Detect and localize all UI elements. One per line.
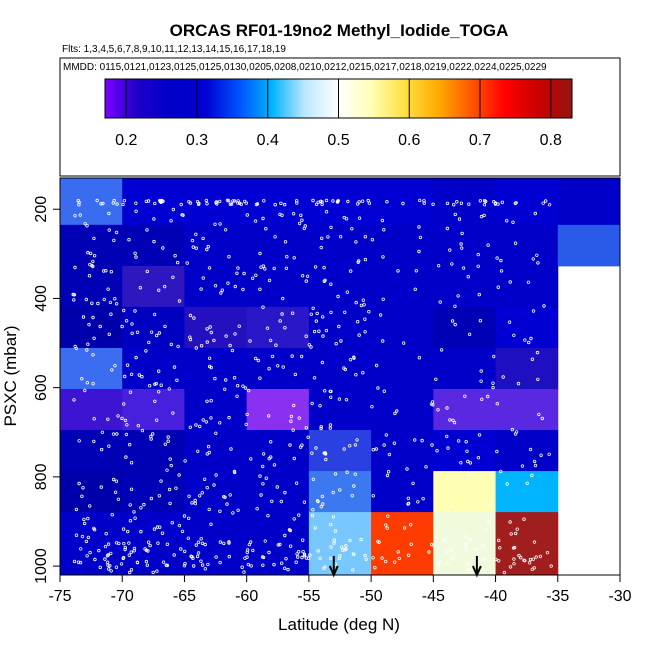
x-tick-label: -55 (297, 588, 320, 605)
heatmap-cell (371, 265, 434, 308)
heatmap-cell (60, 224, 123, 267)
y-axis-label: PSXC (mbar) (1, 325, 20, 426)
heatmap-cell (433, 388, 497, 431)
heatmap-cell (495, 224, 559, 267)
heatmap-cell (433, 306, 497, 349)
colorbar-tick-label: 0.4 (257, 132, 279, 149)
heatmap-cell (371, 388, 434, 431)
heatmap-cell (433, 471, 497, 513)
heatmap-cell (308, 306, 372, 349)
heatmap-cell (371, 430, 434, 472)
heatmap-cell (495, 178, 559, 226)
heatmap-cell (60, 347, 123, 390)
heatmap-cell (308, 224, 372, 267)
colorbar-tick-label: 0.6 (398, 132, 420, 149)
heatmap-cell (60, 306, 123, 349)
heatmap-cell (184, 512, 248, 576)
heatmap-cell (184, 306, 248, 349)
heatmap-cell (433, 347, 497, 390)
heatmap-cell (184, 347, 248, 390)
x-tick-label: -65 (173, 588, 196, 605)
heatmap-cell (495, 265, 559, 308)
y-axis: 200 400 600 800 1000 (33, 196, 60, 584)
x-tick-label: -45 (422, 588, 445, 605)
heatmap-cell (308, 178, 372, 226)
heatmap-cell (495, 388, 559, 431)
x-tick-label: -40 (484, 588, 507, 605)
heatmap-cell (184, 388, 248, 431)
heatmap-cell (246, 265, 310, 308)
heatmap-cell (308, 265, 372, 308)
heatmap-cell (60, 265, 123, 308)
flights-list: Flts: 1,3,4,5,6,7,8,9,10,11,12,13,14,15,… (62, 44, 286, 55)
heatmap-cell (308, 388, 372, 431)
heatmap-cell (246, 306, 310, 349)
heatmap-cell (122, 430, 185, 472)
heatmap-cell (495, 430, 559, 472)
heatmap-cell (122, 512, 185, 576)
x-axis: -75 -70 -65 -60 -55 -50 -45 -40 -35 -30 (48, 574, 632, 605)
x-tick-label: -30 (608, 588, 631, 605)
heatmap-cell (495, 512, 559, 576)
x-tick-label: -60 (235, 588, 258, 605)
heatmap-cell (60, 430, 123, 472)
y-tick-label: 800 (33, 463, 50, 490)
colorbar-tick-label: 0.2 (115, 132, 137, 149)
heatmap-cell (122, 178, 185, 226)
heatmap-cell (557, 224, 621, 267)
x-tick-label: -70 (111, 588, 134, 605)
heatmap-cell (495, 347, 559, 390)
heatmap-cell (122, 388, 185, 431)
x-tick-label: -75 (48, 588, 71, 605)
colorbar-tick-label: 0.7 (469, 132, 491, 149)
colorbar-tick-label: 0.8 (540, 132, 562, 149)
heatmap-cell (308, 471, 372, 513)
heatmap-cell (433, 224, 497, 267)
heatmap-cell (371, 471, 434, 513)
heatmap-cell (371, 347, 434, 390)
heatmap-cells (60, 178, 621, 576)
heatmap-cell (371, 224, 434, 267)
heatmap-cell (495, 471, 559, 513)
y-tick-label: 200 (33, 196, 50, 223)
heatmap-cell (184, 471, 248, 513)
heatmap-cell (246, 471, 310, 513)
heatmap-cell (60, 388, 123, 431)
colorbar-tick-label: 0.3 (186, 132, 208, 149)
heatmap-cell (308, 430, 372, 472)
heatmap-cell (60, 512, 123, 576)
heatmap-cell (122, 265, 185, 308)
heatmap-cell (246, 430, 310, 472)
colorbar-tick-label: 0.5 (327, 132, 349, 149)
heatmap-cell (122, 471, 185, 513)
y-tick-label: 1000 (33, 548, 50, 584)
sample-points (71, 198, 553, 575)
y-tick-label: 400 (33, 285, 50, 312)
y-tick-label: 600 (33, 374, 50, 401)
x-tick-label: -50 (360, 588, 383, 605)
heatmap-cell (246, 178, 310, 226)
heatmap-cell (246, 224, 310, 267)
heatmap-cell (433, 265, 497, 308)
colorbar-legend: MMDD: 0115,0121,0123,0125,0125,0130,0205… (59, 57, 621, 177)
heatmap-cell (433, 430, 497, 472)
x-axis-label: Latitude (deg N) (278, 615, 400, 634)
heatmap-cell (308, 512, 372, 576)
heatmap-cell (495, 306, 559, 349)
heatmap-cell (184, 224, 248, 267)
heatmap-cell (308, 347, 372, 390)
colorbar-ticks: 0.2 0.3 0.4 0.5 0.6 0.7 0.8 (115, 79, 562, 149)
mmdd-list: MMDD: 0115,0121,0123,0125,0125,0130,0205… (63, 62, 547, 73)
sample-point-markers (71, 198, 553, 575)
heatmap-cell (557, 178, 621, 226)
heatmap-cell (246, 347, 310, 390)
heatmap-cell (122, 224, 185, 267)
heatmap-cell (246, 388, 310, 431)
heatmap-cell (371, 512, 434, 576)
heatmap-cell (184, 430, 248, 472)
chart-title: ORCAS RF01-19no2 Methyl_Iodide_TOGA (170, 21, 509, 40)
x-tick-label: -35 (546, 588, 569, 605)
